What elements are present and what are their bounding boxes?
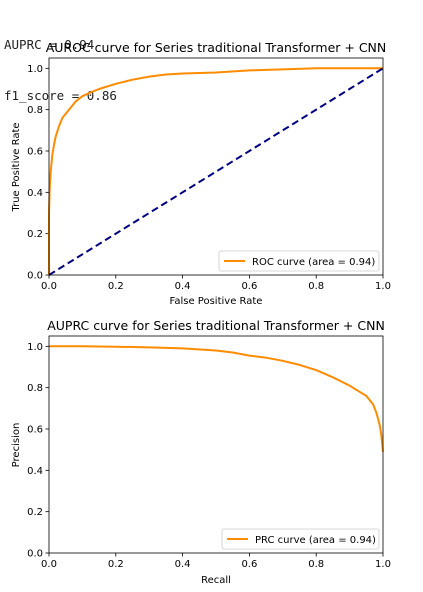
y-tick-label: 0.2 bbox=[27, 507, 43, 518]
x-tick-label: 0.6 bbox=[241, 281, 257, 292]
chance-diagonal-line bbox=[48, 67, 384, 276]
y-tick-label: 0.4 bbox=[27, 466, 43, 477]
y-tick-label: 0.6 bbox=[27, 147, 43, 158]
axis-ticks: 0.0 0.2 0.4 0.6 0.8 1.0 0.0 0.2 0.4 0.6 0.8 1.0 bbox=[27, 342, 391, 570]
y-tick-label: 0.0 bbox=[27, 549, 43, 560]
x-tick-label: 0.0 bbox=[41, 559, 57, 570]
x-tick-label: 0.4 bbox=[175, 559, 191, 570]
chart-title: AUROC curve for Series traditional Trans… bbox=[46, 40, 387, 55]
x-tick-label: 0.0 bbox=[41, 281, 57, 292]
y-tick-label: 0.4 bbox=[27, 188, 43, 199]
series-lines bbox=[48, 67, 384, 276]
y-tick-label: 0.6 bbox=[27, 425, 43, 436]
y-tick-label: 0.8 bbox=[27, 105, 43, 116]
y-tick-label: 0.2 bbox=[27, 229, 43, 240]
legend-entry-prc: PRC curve (area = 0.94) bbox=[255, 535, 376, 546]
auprc-chart: AUPRC curve for Series traditional Trans… bbox=[11, 318, 391, 586]
auroc-chart: AUROC curve for Series traditional Trans… bbox=[11, 40, 391, 307]
x-axis-label: Recall bbox=[201, 575, 231, 586]
series-lines bbox=[49, 345, 384, 452]
plot-frame bbox=[48, 57, 384, 276]
axis-ticks: 0.0 0.2 0.4 0.6 0.8 1.0 0.0 0.2 0.4 0.6 0.8 1.0 bbox=[27, 64, 391, 292]
y-tick-label: 0.0 bbox=[27, 271, 43, 282]
x-tick-label: 0.2 bbox=[108, 559, 124, 570]
legend-entry-roc: ROC curve (area = 0.94) bbox=[252, 257, 375, 268]
chart-title: AUPRC curve for Series traditional Trans… bbox=[47, 318, 385, 333]
x-tick-label: 0.8 bbox=[308, 281, 324, 292]
legend-box bbox=[221, 528, 380, 550]
series-line bbox=[49, 345, 384, 452]
y-tick-label: 0.8 bbox=[27, 383, 43, 394]
x-tick-label: 0.2 bbox=[108, 281, 124, 292]
legend: PRC curve (area = 0.94) bbox=[221, 528, 380, 550]
x-tick-label: 0.6 bbox=[241, 559, 257, 570]
y-axis-label: True Positive Rate bbox=[11, 122, 22, 212]
plot-frame bbox=[48, 335, 384, 554]
x-tick-label: 1.0 bbox=[375, 559, 391, 570]
x-tick-label: 0.4 bbox=[175, 281, 191, 292]
y-tick-label: 1.0 bbox=[27, 342, 43, 353]
legend: ROC curve (area = 0.94) bbox=[218, 250, 380, 272]
x-tick-label: 1.0 bbox=[375, 281, 391, 292]
y-tick-label: 1.0 bbox=[27, 64, 43, 75]
legend-box bbox=[218, 250, 380, 272]
x-axis-label: False Positive Rate bbox=[170, 296, 263, 307]
auprc-output-line: AUPRC = 0.94 bbox=[4, 37, 95, 52]
x-tick-label: 0.8 bbox=[308, 559, 324, 570]
series-line bbox=[48, 67, 383, 275]
y-axis-label: Precision bbox=[11, 423, 22, 468]
